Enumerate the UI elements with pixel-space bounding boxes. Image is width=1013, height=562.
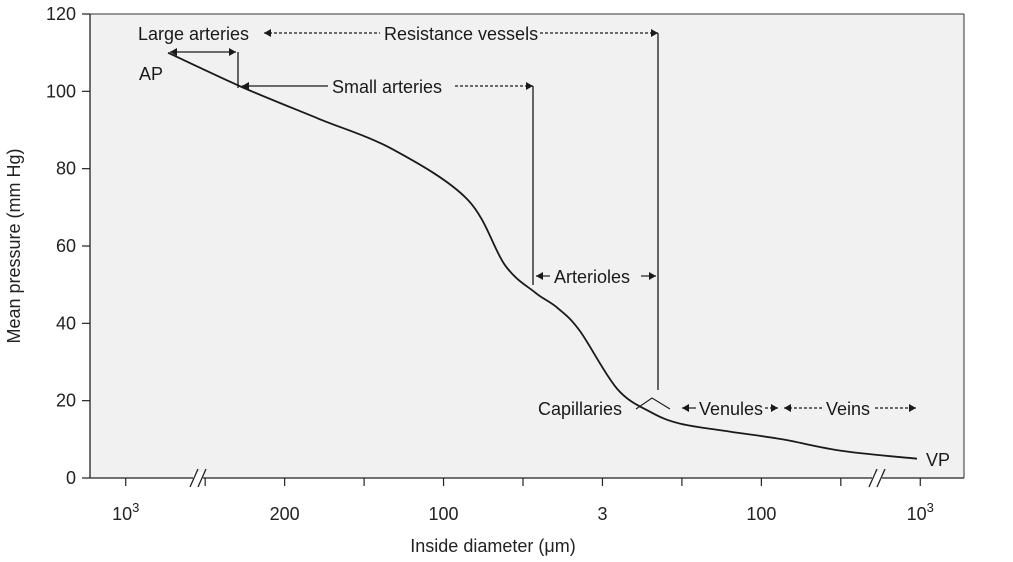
arterioles-arrowhead-right	[649, 272, 656, 280]
axis-break-slash	[868, 468, 878, 488]
y-axis-title: Mean pressure (mm Hg)	[4, 148, 24, 343]
axis-break-gap	[872, 472, 882, 484]
arterioles-arrowhead-left	[536, 272, 543, 280]
plot-area	[90, 14, 964, 478]
resistance-vessels-arrowhead-left	[264, 29, 271, 37]
veins-arrowhead-right	[909, 404, 916, 412]
venules-arrowhead-right	[771, 404, 778, 412]
x-tick-label: 200	[270, 504, 300, 524]
vp-label: VP	[926, 450, 950, 470]
pressure-curve	[167, 51, 918, 460]
veins-label: Veins	[826, 399, 870, 419]
large-arteries-arrowhead-right	[229, 48, 236, 56]
x-tick-label: 3	[597, 504, 607, 524]
ap-label: AP	[139, 64, 163, 84]
venules-arrowhead-left	[682, 404, 689, 412]
capillaries-leader	[635, 397, 671, 410]
venules-label: Venules	[699, 399, 763, 419]
axis-break-slash	[876, 468, 886, 488]
x-tick-label: 103	[907, 500, 934, 524]
axis-break-gap	[193, 472, 203, 484]
small-arteries-arrowhead-right	[526, 82, 533, 90]
y-tick-label: 120	[46, 4, 76, 24]
y-tick-label: 20	[56, 391, 76, 411]
axis-break-slash	[189, 468, 199, 488]
x-axis-title: Inside diameter (μm)	[410, 536, 575, 556]
axis-break-slash	[197, 468, 207, 488]
y-tick-label: 80	[56, 159, 76, 179]
x-tick-label: 100	[746, 504, 776, 524]
large-arteries-arrowhead-left	[170, 48, 177, 56]
x-axis-ticks: 103 200 100 3 100 103	[112, 478, 934, 524]
y-axis-ticks: 0 20 40 60 80 100 120	[46, 4, 90, 488]
capillaries-label: Capillaries	[538, 399, 622, 419]
resistance-vessels-arrowhead-right	[651, 29, 658, 37]
arterioles-label: Arterioles	[554, 267, 630, 287]
x-tick-label: 103	[112, 500, 139, 524]
x-axis-breaks	[189, 468, 886, 488]
veins-arrowhead-left	[784, 404, 791, 412]
small-arteries-label: Small arteries	[332, 77, 442, 97]
x-tick-label: 100	[429, 504, 459, 524]
resistance-vessels-label: Resistance vessels	[384, 24, 538, 44]
y-tick-label: 100	[46, 81, 76, 101]
small-arteries-arrowhead-left	[242, 82, 249, 90]
y-tick-label: 60	[56, 236, 76, 256]
y-tick-label: 40	[56, 313, 76, 333]
annotations: Large arteries Resistance vessels Small ar…	[138, 24, 950, 470]
y-tick-label: 0	[66, 468, 76, 488]
large-arteries-label: Large arteries	[138, 24, 249, 44]
